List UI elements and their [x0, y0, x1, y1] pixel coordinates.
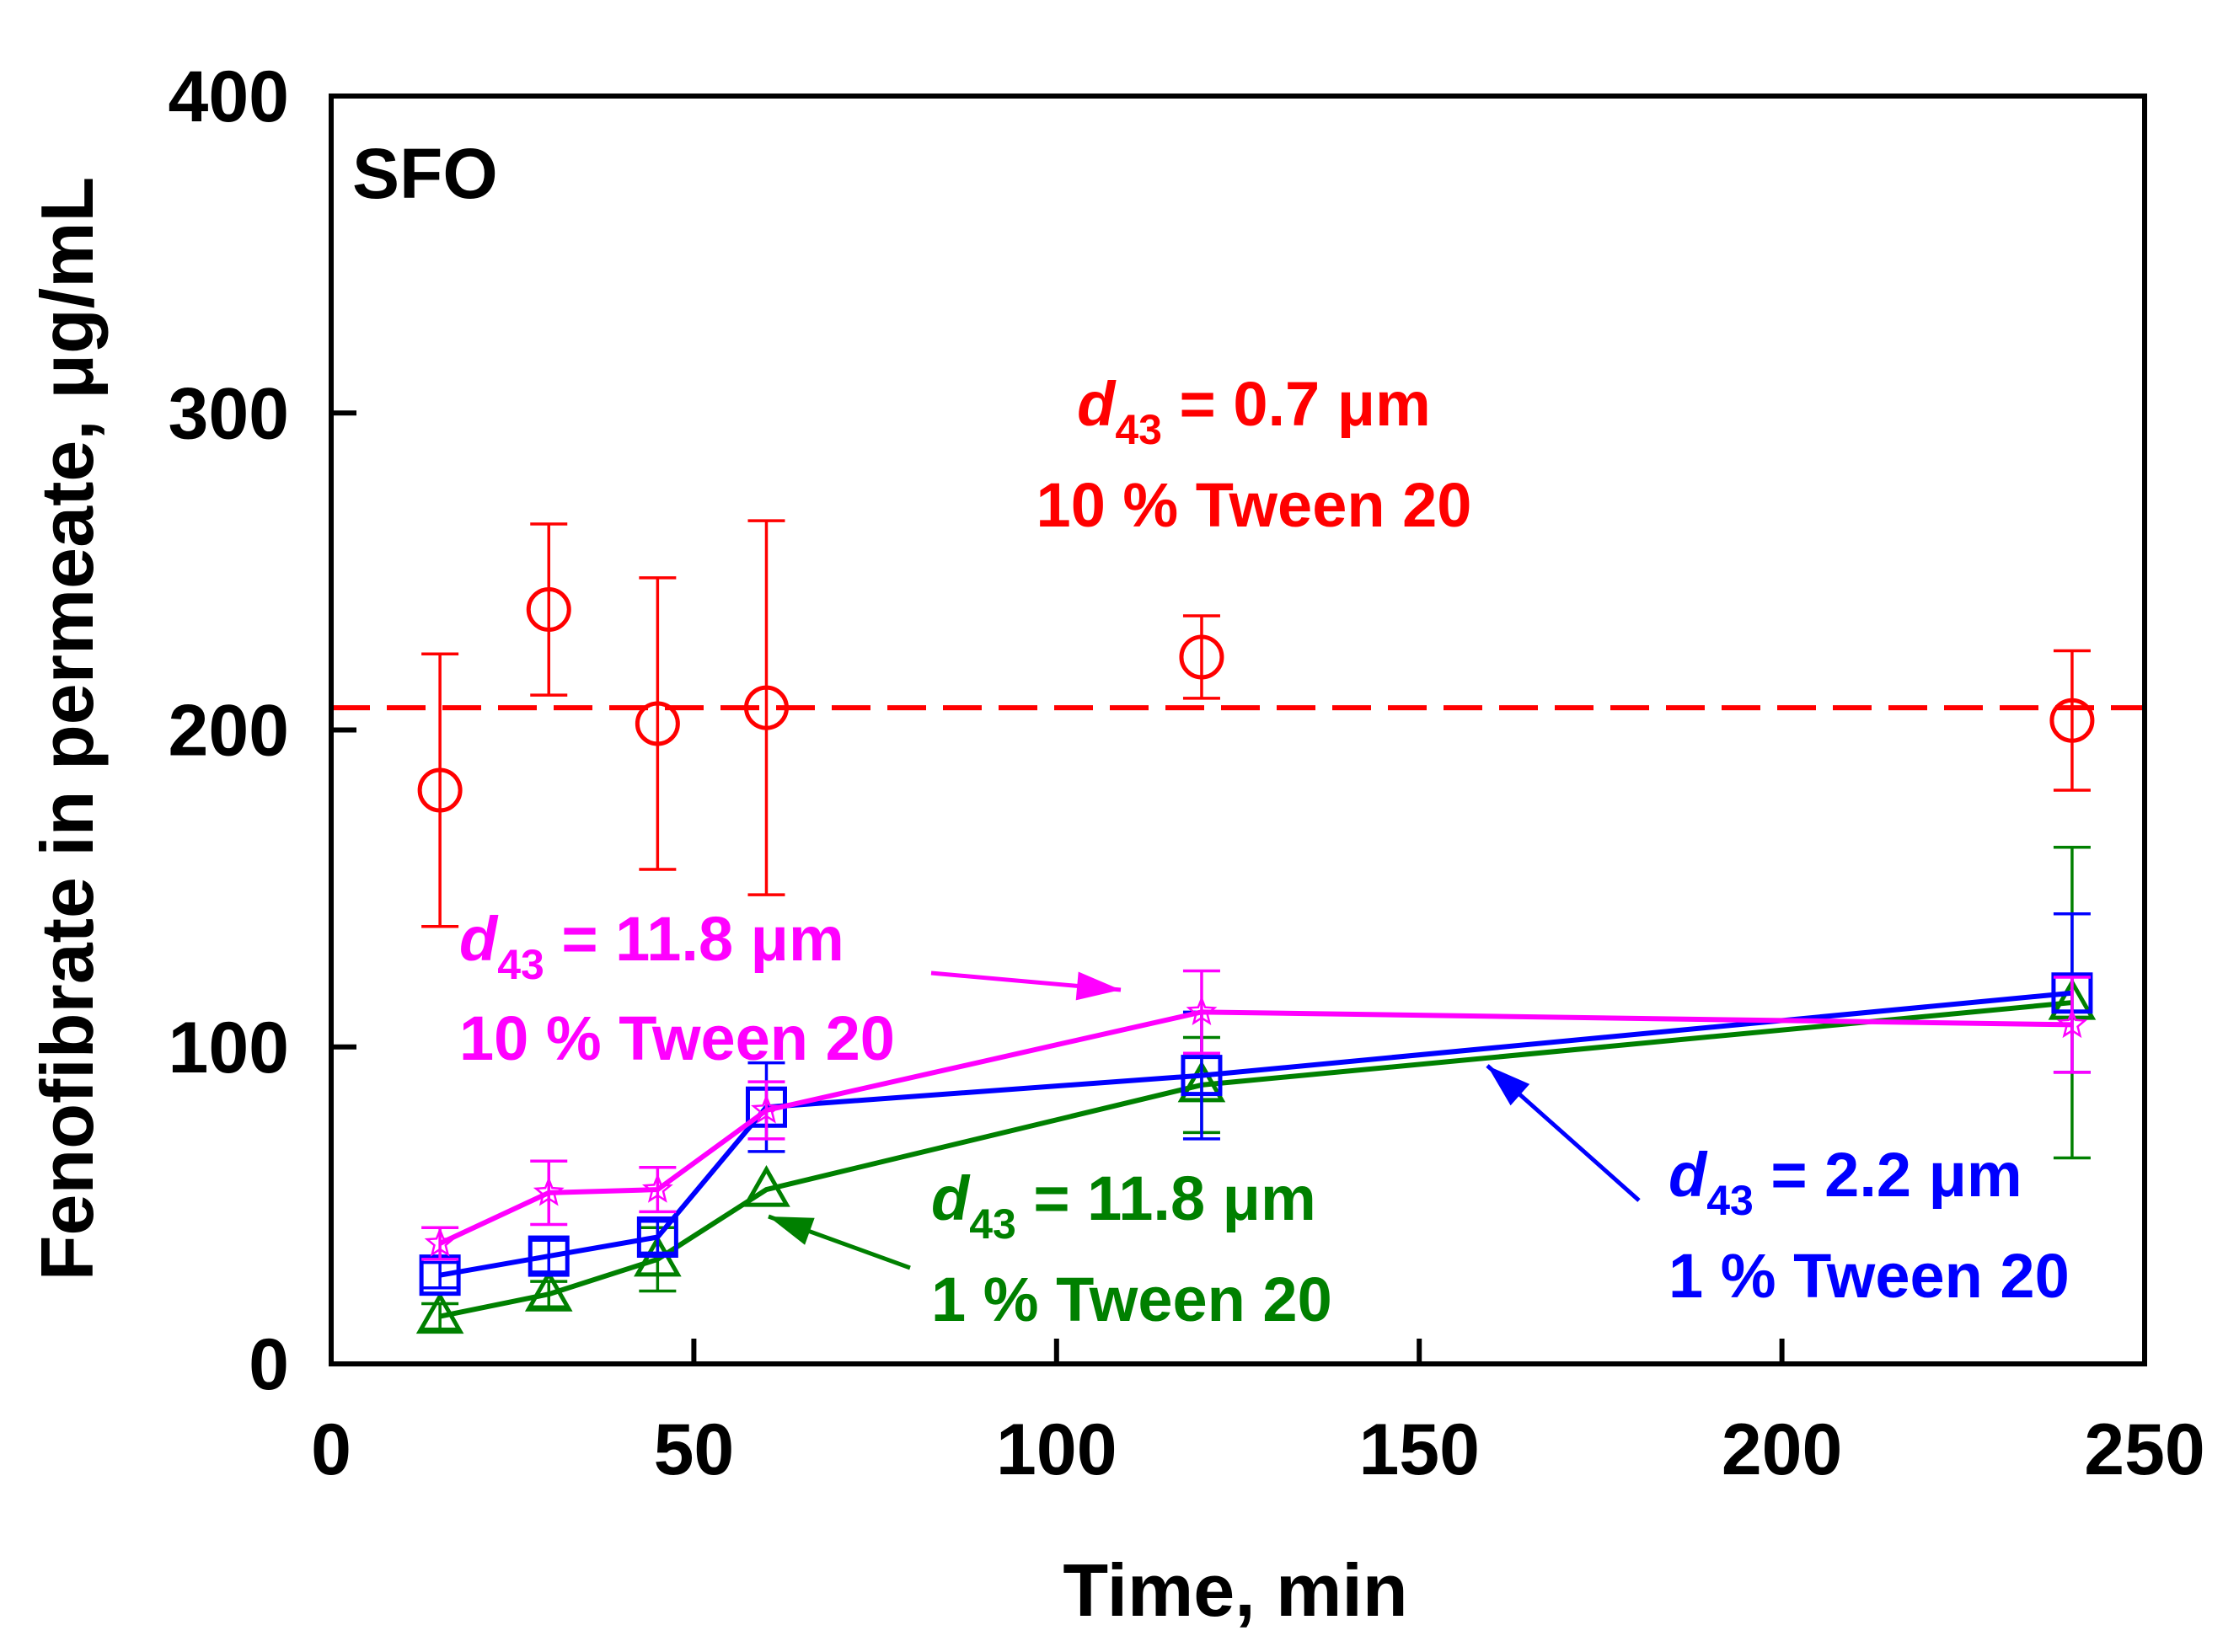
- annotation-value: = 11.8 μm: [1016, 1163, 1316, 1233]
- series-layer: [415, 519, 2097, 1334]
- series-0: [417, 519, 2095, 928]
- annotation-line1: d43 = 11.8 μm: [931, 1163, 1316, 1248]
- y-tick-label: 100: [169, 1008, 290, 1088]
- x-tick-label: 250: [2084, 1409, 2205, 1490]
- annotation-arrow-head: [1487, 1066, 1530, 1106]
- annotation-d-symbol: d: [1669, 1140, 1708, 1210]
- annotation-d-symbol: d: [931, 1163, 971, 1233]
- annotation-arrow-head: [1075, 971, 1121, 1001]
- data-point: [526, 587, 571, 633]
- data-point: [533, 1176, 565, 1206]
- x-tick-label: 0: [311, 1409, 351, 1490]
- annotation-subscript: 43: [1706, 1177, 1754, 1224]
- y-tick-label: 200: [169, 691, 290, 772]
- annotation-2: d43 = 11.8 μm 1 % Tween 20: [768, 1163, 1332, 1334]
- annotation-line2: 10 % Tween 20: [459, 1003, 895, 1073]
- data-point: [743, 685, 789, 730]
- annotation-line1: d43 = 0.7 μm: [1077, 369, 1431, 453]
- data-point: [636, 1216, 678, 1258]
- panel-label: SFO: [352, 134, 498, 213]
- data-point: [2049, 698, 2095, 743]
- annotation-line2: 1 % Tween 20: [1669, 1241, 2070, 1311]
- axes-layer: 0 50 100 150 200 250 0 100 200 300 400: [169, 56, 2205, 1490]
- y-tick-label: 0: [249, 1324, 289, 1405]
- x-tick-label: 100: [996, 1409, 1117, 1490]
- data-point: [751, 1093, 782, 1124]
- data-point: [742, 1165, 790, 1207]
- annotation-d-symbol: d: [459, 904, 499, 974]
- annotation-subscript: 43: [969, 1200, 1016, 1248]
- y-axis-title: Fenofibrate in permeate, μg/mL: [25, 177, 109, 1281]
- annotation-value: = 11.8 μm: [544, 904, 844, 974]
- data-point: [641, 1173, 673, 1203]
- annotation-0: d43 = 0.7 μm 10 % Tween 20: [1036, 369, 1472, 540]
- data-point: [417, 767, 463, 813]
- x-tick-label: 150: [1358, 1409, 1480, 1490]
- data-point: [635, 701, 680, 746]
- data-point: [415, 1291, 464, 1334]
- x-tick-label: 50: [654, 1409, 735, 1490]
- series-1: [421, 969, 2091, 1261]
- data-point: [1179, 634, 1224, 680]
- annotation-value: = 2.2 μm: [1754, 1140, 2022, 1210]
- annotation-value: = 0.7 μm: [1162, 369, 1431, 439]
- data-point: [424, 1227, 456, 1257]
- y-tick-label: 400: [169, 56, 290, 137]
- annotation-line2: 10 % Tween 20: [1036, 470, 1472, 540]
- y-tick-label: 300: [169, 373, 290, 454]
- annotation-line2: 1 % Tween 20: [931, 1264, 1332, 1334]
- annotation-line1: d43 = 2.2 μm: [1669, 1140, 2022, 1224]
- series-line: [438, 1009, 2072, 1246]
- annotation-3: d43 = 2.2 μm 1 % Tween 20: [1486, 1064, 2070, 1311]
- data-point: [524, 1270, 573, 1312]
- data-point: [1186, 995, 1218, 1026]
- annotation-subscript: 43: [1115, 406, 1162, 453]
- annotation-line1: d43 = 11.8 μm: [459, 904, 844, 988]
- x-axis-title: Time, min: [1063, 1548, 1407, 1632]
- annotation-d-symbol: d: [1077, 369, 1117, 439]
- data-point: [2056, 1008, 2088, 1039]
- data-point: [528, 1235, 570, 1277]
- x-tick-label: 200: [1722, 1409, 1843, 1490]
- annotation-arrow-head: [769, 1216, 815, 1245]
- annotation-1: d43 = 11.8 μm 10 % Tween 20: [459, 904, 1122, 1073]
- annotation-subscript: 43: [497, 941, 544, 988]
- data-point: [1181, 1055, 1223, 1097]
- series-line: [439, 1000, 2073, 1319]
